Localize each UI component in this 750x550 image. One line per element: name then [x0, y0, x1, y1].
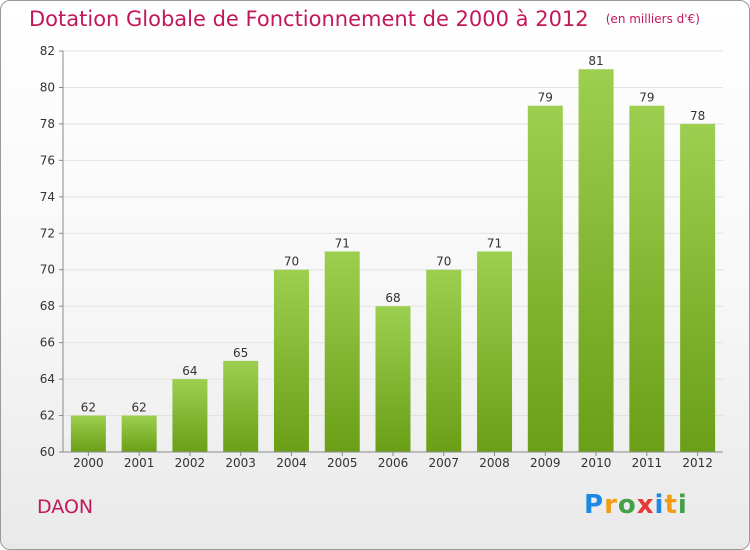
data-label: 65 [233, 346, 248, 360]
logo-letter: t [664, 490, 678, 520]
data-label: 71 [487, 237, 502, 251]
x-tick-label: 2004 [276, 456, 307, 470]
axes: 60 62 64 66 68 70 72 74 76 78 80 82 2000 2001 2002 2003… [40, 44, 723, 470]
bar [426, 269, 462, 452]
logo-letter: i [677, 490, 688, 520]
x-tick-label: 2002 [175, 456, 206, 470]
y-tick-label: 82 [40, 44, 55, 58]
data-label: 79 [538, 91, 553, 105]
chart-title-text: Dotation Globale de Fonctionnement de 20… [29, 7, 589, 31]
bar [223, 360, 259, 452]
y-tick-label: 72 [40, 226, 55, 240]
logo-letter: i [654, 490, 665, 520]
bar [578, 69, 614, 453]
logo-letter: o [617, 490, 637, 520]
x-tick-label: 2000 [73, 456, 104, 470]
data-label: 78 [690, 109, 705, 123]
y-tick-label: 80 [40, 80, 55, 94]
y-tick-label: 64 [40, 372, 55, 386]
x-tick-label: 2011 [632, 456, 663, 470]
data-label: 64 [182, 364, 197, 378]
y-tick-label: 62 [40, 409, 55, 423]
bar [70, 415, 106, 452]
data-label: 81 [588, 54, 603, 68]
x-tick-label: 2008 [479, 456, 510, 470]
bar [273, 269, 309, 452]
commune-name: DAON [37, 496, 94, 518]
y-tick-label: 74 [40, 190, 55, 204]
bar [680, 123, 716, 452]
data-label: 62 [132, 401, 147, 415]
x-tick-label: 2010 [581, 456, 612, 470]
chart-title: Dotation Globale de Fonctionnement de 20… [29, 7, 700, 31]
x-tick-label: 2009 [530, 456, 561, 470]
y-tick-label: 68 [40, 299, 55, 313]
y-tick-label: 60 [40, 445, 55, 459]
x-tick-label: 2005 [327, 456, 358, 470]
bar [172, 379, 208, 452]
logo-letter: P [584, 490, 605, 520]
logo-letter: x [636, 490, 655, 520]
x-tick-label: 2007 [428, 456, 459, 470]
proxiti-logo: Proxiti [584, 490, 688, 520]
bar [375, 306, 411, 452]
bar [629, 105, 665, 452]
y-tick-label: 78 [40, 117, 55, 131]
x-tick-label: 2003 [225, 456, 256, 470]
y-tick-label: 66 [40, 336, 55, 350]
x-tick-label: 2001 [124, 456, 155, 470]
data-label: 70 [284, 255, 299, 269]
bar [121, 415, 157, 452]
data-label: 71 [335, 237, 350, 251]
x-tick-label: 2006 [378, 456, 409, 470]
bars: 62 62 64 65 70 71 68 70 71 79 81 79 78 [70, 54, 716, 453]
y-tick-label: 70 [40, 263, 55, 277]
bar [324, 251, 360, 452]
bar [477, 251, 513, 452]
y-tick-label: 76 [40, 153, 55, 167]
x-tick-label: 2012 [682, 456, 713, 470]
data-label: 70 [436, 255, 451, 269]
logo-letter: r [604, 490, 618, 520]
data-label: 79 [639, 91, 654, 105]
data-label: 68 [385, 291, 400, 305]
bar [527, 105, 563, 452]
data-label: 62 [81, 401, 96, 415]
chart-unit: (en milliers d'€) [605, 12, 700, 26]
